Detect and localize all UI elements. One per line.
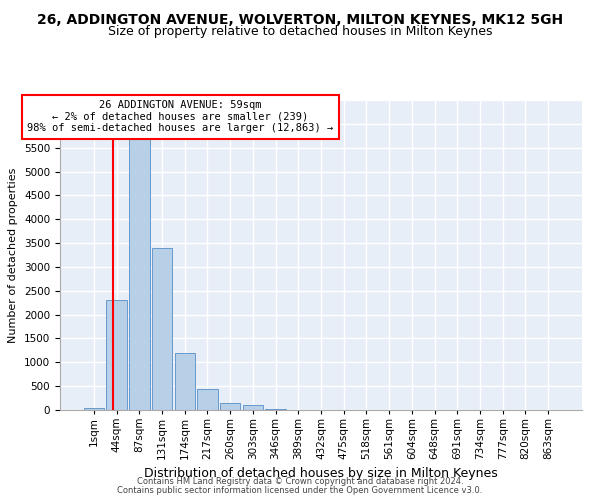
Bar [152, 248, 172, 410]
Bar [106, 300, 127, 410]
Bar [129, 138, 149, 410]
Text: Contains public sector information licensed under the Open Government Licence v3: Contains public sector information licen… [118, 486, 482, 495]
Bar [220, 403, 241, 410]
Y-axis label: Number of detached properties: Number of detached properties [8, 168, 19, 342]
Bar [175, 353, 195, 410]
Text: Size of property relative to detached houses in Milton Keynes: Size of property relative to detached ho… [108, 25, 492, 38]
Bar [242, 405, 263, 410]
Bar [84, 408, 104, 410]
Bar [197, 390, 218, 410]
Bar [265, 409, 286, 410]
Text: Contains HM Land Registry data © Crown copyright and database right 2024.: Contains HM Land Registry data © Crown c… [137, 477, 463, 486]
Text: 26, ADDINGTON AVENUE, WOLVERTON, MILTON KEYNES, MK12 5GH: 26, ADDINGTON AVENUE, WOLVERTON, MILTON … [37, 12, 563, 26]
Text: 26 ADDINGTON AVENUE: 59sqm
← 2% of detached houses are smaller (239)
98% of semi: 26 ADDINGTON AVENUE: 59sqm ← 2% of detac… [27, 100, 334, 134]
X-axis label: Distribution of detached houses by size in Milton Keynes: Distribution of detached houses by size … [144, 468, 498, 480]
